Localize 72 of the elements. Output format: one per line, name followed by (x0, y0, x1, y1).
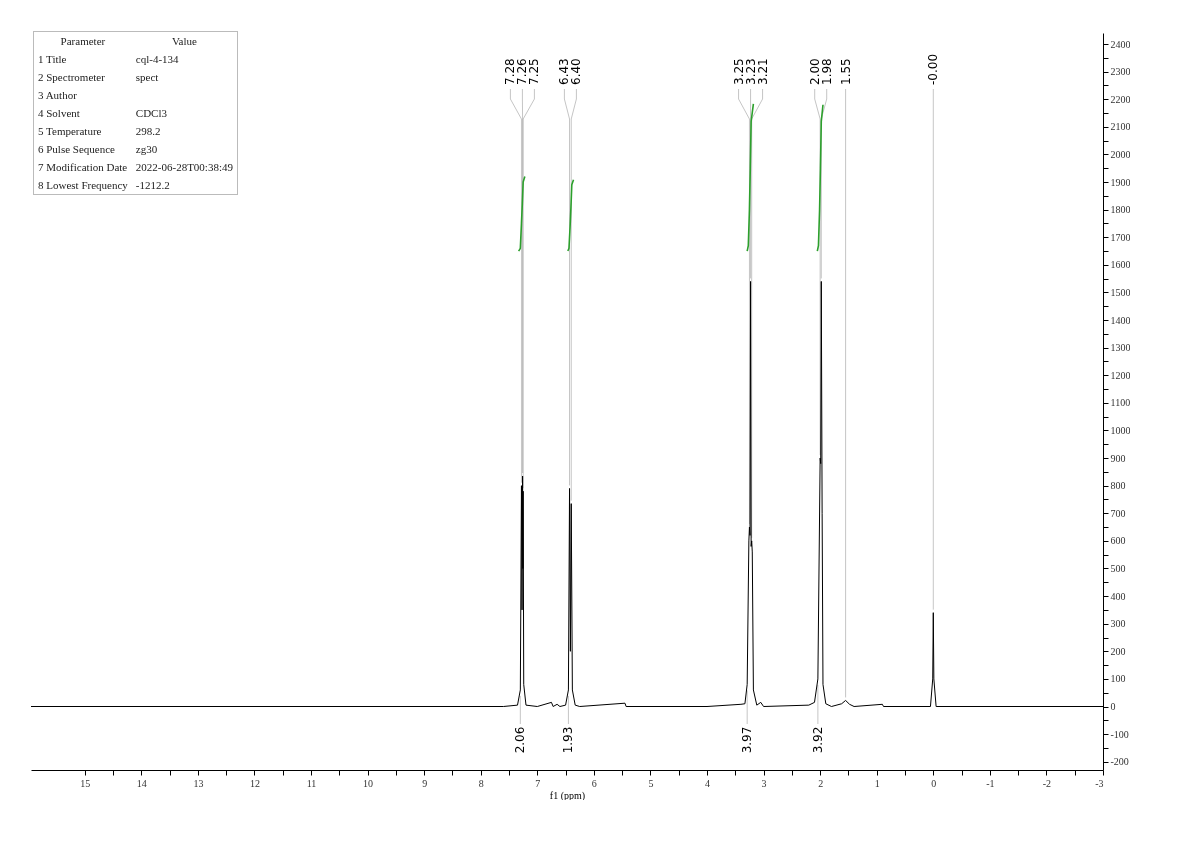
text: 1 Title cql-4-134 (38, 53, 179, 65)
y-tick-label: 2000 (1110, 148, 1131, 160)
x-tick-label: 15 (80, 777, 91, 789)
x-tick-label: 11 (306, 777, 317, 789)
text: 6 Pulse Sequence zg30 (38, 143, 158, 155)
y-tick-label: 1900 (1110, 176, 1131, 188)
annotation: 3.25 (731, 58, 746, 85)
y-tick-label: 1200 (1110, 369, 1131, 381)
y-tick-label: 1700 (1110, 231, 1131, 243)
x-tick-label: -1 (986, 777, 995, 789)
annotation: 2.06 (513, 726, 528, 754)
text: 4 Solvent CDCl3 (38, 107, 167, 119)
annotation: 7.26 (515, 58, 530, 85)
annotation: 1.98 (819, 58, 834, 85)
y-tick-label: 100 (1110, 673, 1126, 685)
x-tick-label: 3 (761, 777, 767, 789)
y-tick-label: 1000 (1110, 424, 1131, 436)
annotation: 6.40 (569, 58, 584, 85)
text: 2 Spectrometer spect (38, 71, 159, 83)
x-tick-label: -2 (1042, 777, 1052, 789)
annotation: 7 Modification Date 2022-06-28T00:38:49 (37, 160, 234, 175)
x-tick-label: 8 (478, 777, 484, 789)
y-tick-label: -200 (1110, 756, 1129, 768)
annotation: 1.55 (838, 58, 853, 85)
y-tick-label: 0 (1110, 701, 1116, 713)
annotation: 7.25 (527, 58, 542, 85)
annotation: -0.00 (926, 53, 941, 85)
y-tick-label: 1400 (1110, 314, 1131, 326)
x-tick-label: 0 (931, 777, 937, 789)
x-tick-label: 12 (249, 777, 260, 789)
y-tick-label: 200 (1110, 645, 1126, 657)
y-tick-label: 500 (1110, 563, 1126, 574)
x-tick-label: 10 (363, 777, 374, 789)
annotation: 3.92 (810, 726, 825, 754)
y-tick-label: 1600 (1110, 259, 1131, 271)
annotation: 6.43 (557, 58, 572, 85)
y-tick-label: 600 (1110, 535, 1126, 547)
annotation: 3.97 (740, 726, 755, 754)
text: Parameter Value (60, 35, 197, 47)
x-axis-title: f1 (ppm) (549, 789, 586, 802)
annotation: 7.28 (503, 58, 518, 85)
x-tick-label: 5 (648, 777, 654, 789)
annotation: 1.93 (561, 726, 576, 754)
y-tick-label: 1300 (1110, 342, 1131, 354)
x-tick-label: 4 (705, 777, 711, 789)
y-tick-label: 1800 (1110, 204, 1131, 216)
y-tick-label: 2400 (1110, 38, 1131, 50)
x-tick-label: 1 (874, 777, 880, 789)
x-tick-label: 9 (422, 777, 428, 789)
annotation: 3.21 (755, 58, 770, 85)
y-tick-label: 1100 (1110, 397, 1131, 409)
annotation: 8 Lowest Frequency -1212.2 (37, 178, 171, 193)
x-tick-label: -3 (1095, 777, 1104, 789)
x-tick-label: 13 (193, 777, 204, 789)
y-tick-label: 900 (1110, 452, 1126, 464)
x-tick-label: 2 (818, 777, 824, 789)
x-tick-label: 7 (535, 777, 541, 789)
y-tick-label: 300 (1110, 618, 1126, 630)
y-tick-label: 2300 (1110, 66, 1131, 78)
text: 5 Temperature 298.2 (38, 125, 161, 137)
annotation: 3 Author (37, 88, 78, 103)
y-tick-label: 700 (1110, 507, 1126, 519)
annotation: 2.00 (807, 58, 822, 85)
y-tick-label: 1500 (1110, 286, 1131, 298)
x-tick-label: 6 (591, 777, 597, 789)
x-tick-label: 14 (136, 777, 147, 789)
y-tick-label: 2200 (1110, 93, 1131, 105)
annotation: 3.23 (743, 58, 758, 85)
y-tick-label: -100 (1110, 728, 1129, 740)
y-tick-label: 800 (1110, 480, 1126, 492)
y-tick-label: 2100 (1110, 121, 1131, 133)
y-tick-label: 400 (1110, 590, 1126, 602)
